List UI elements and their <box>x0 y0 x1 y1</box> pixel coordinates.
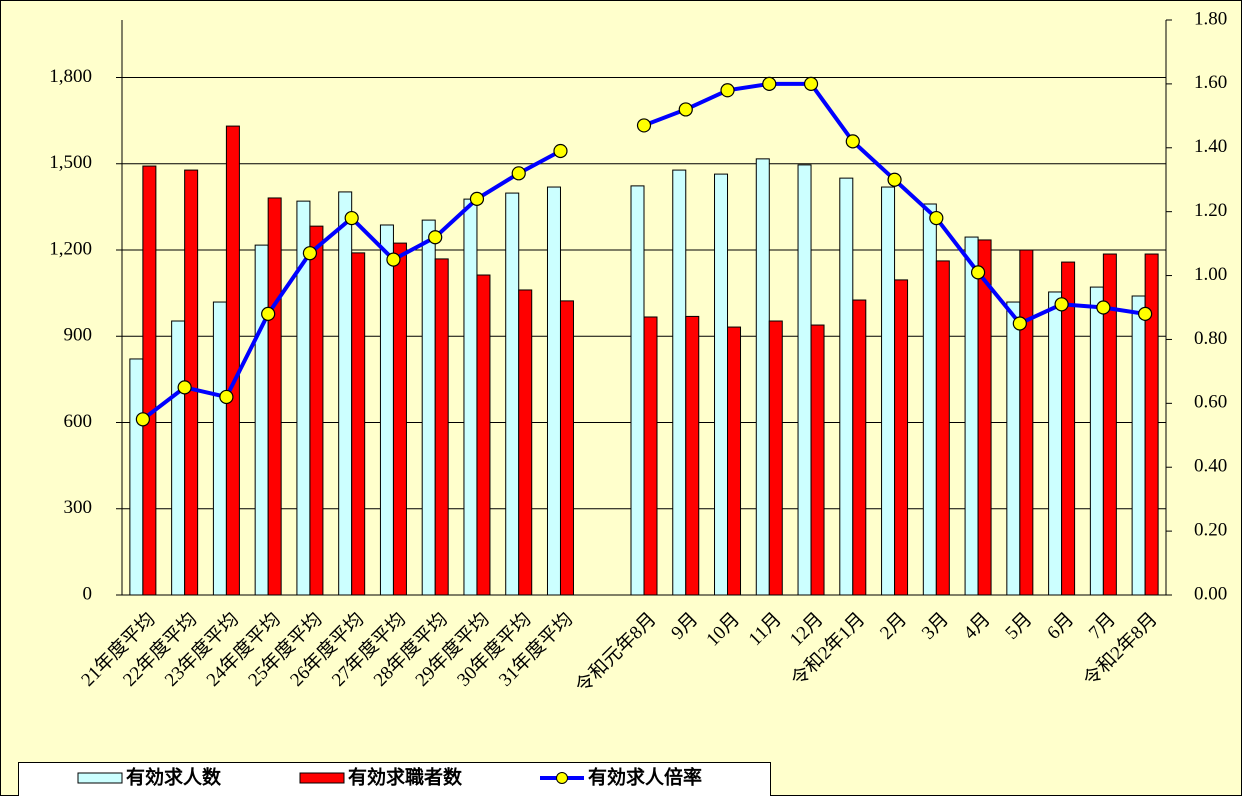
bar <box>505 192 520 596</box>
marker <box>1096 300 1111 315</box>
bar <box>267 197 282 596</box>
bar <box>852 299 867 596</box>
bar <box>755 158 770 596</box>
legend-swatch <box>299 772 345 784</box>
marker <box>261 306 276 321</box>
marker <box>553 143 568 159</box>
y-tick-label: 300 <box>64 497 93 518</box>
marker <box>887 172 902 187</box>
bar <box>1048 291 1063 596</box>
marker <box>469 191 485 206</box>
bar <box>171 320 186 596</box>
legend-box <box>18 762 771 796</box>
marker <box>1054 297 1069 312</box>
marker <box>929 210 944 226</box>
y2-tick-label: 0.40 <box>1194 456 1227 477</box>
legend-swatch <box>556 772 568 784</box>
marker <box>845 134 860 149</box>
legend-label: 有効求職者数 <box>348 766 463 789</box>
marker <box>678 102 693 117</box>
marker <box>302 246 318 261</box>
bar <box>922 203 937 596</box>
bar <box>351 252 366 596</box>
marker <box>177 380 192 395</box>
y2-tick-label: 1.80 <box>1194 8 1227 29</box>
bar <box>964 236 979 596</box>
marker <box>1138 306 1153 321</box>
bar <box>977 239 992 596</box>
bar <box>685 315 700 596</box>
bar <box>434 258 449 596</box>
bar <box>1019 249 1034 596</box>
bar <box>714 173 729 596</box>
marker <box>970 265 986 280</box>
y-tick-label: 1,200 <box>49 238 92 259</box>
y2-tick-label: 0.20 <box>1194 519 1227 540</box>
bar <box>254 244 269 596</box>
bar <box>935 260 950 596</box>
marker <box>1012 316 1027 331</box>
bar <box>1006 301 1021 596</box>
bar <box>392 242 407 596</box>
bar <box>142 165 157 596</box>
bar <box>476 274 491 596</box>
marker <box>803 76 819 91</box>
marker <box>344 210 359 226</box>
bar <box>1102 253 1117 596</box>
bar <box>212 301 227 596</box>
marker <box>636 118 652 133</box>
legend: 有効求人数 有効求職者数 有効求人倍率 <box>18 762 771 796</box>
bar <box>1131 295 1146 596</box>
y2-tick-label: 1.00 <box>1194 264 1227 285</box>
marker <box>386 252 401 267</box>
bar <box>546 186 561 596</box>
y2-tick-label: 0.80 <box>1194 328 1227 349</box>
y-tick-label: 600 <box>64 411 93 432</box>
y-tick-label: 0 <box>83 583 93 604</box>
bar <box>630 185 645 596</box>
marker <box>428 230 443 245</box>
legend-label: 有効求人数 <box>126 766 222 789</box>
y2-tick-label: 0.60 <box>1194 392 1227 413</box>
y2-tick-label: 0.00 <box>1194 583 1227 604</box>
bar <box>768 320 783 596</box>
bar <box>797 164 812 596</box>
bar <box>559 300 574 596</box>
bar <box>810 324 825 596</box>
marker <box>135 412 150 427</box>
marker <box>762 76 777 91</box>
bar <box>129 358 144 596</box>
bar <box>839 177 854 596</box>
bar <box>421 219 436 596</box>
y2-tick-label: 1.20 <box>1194 200 1227 221</box>
marker <box>511 166 526 181</box>
bar <box>463 198 478 596</box>
bar <box>338 191 353 596</box>
legend-label: 有効求人倍率 <box>588 766 702 789</box>
bar <box>518 289 533 596</box>
bar <box>1144 253 1159 596</box>
bar <box>894 279 909 596</box>
bar <box>643 316 658 596</box>
bar <box>881 186 896 596</box>
marker <box>720 83 735 98</box>
bar <box>1089 286 1104 596</box>
y-tick-label: 1,500 <box>49 152 92 173</box>
bar <box>672 169 687 596</box>
bar <box>727 326 742 596</box>
bar <box>1061 261 1076 596</box>
y2-tick-label: 1.60 <box>1194 72 1227 93</box>
y-tick-label: 1,800 <box>49 66 92 87</box>
marker <box>219 389 234 405</box>
bar <box>309 225 324 596</box>
bar <box>225 125 240 596</box>
legend-swatch <box>77 772 123 784</box>
y2-tick-label: 1.40 <box>1194 136 1227 157</box>
y-tick-label: 900 <box>64 325 93 346</box>
bar <box>379 224 394 596</box>
